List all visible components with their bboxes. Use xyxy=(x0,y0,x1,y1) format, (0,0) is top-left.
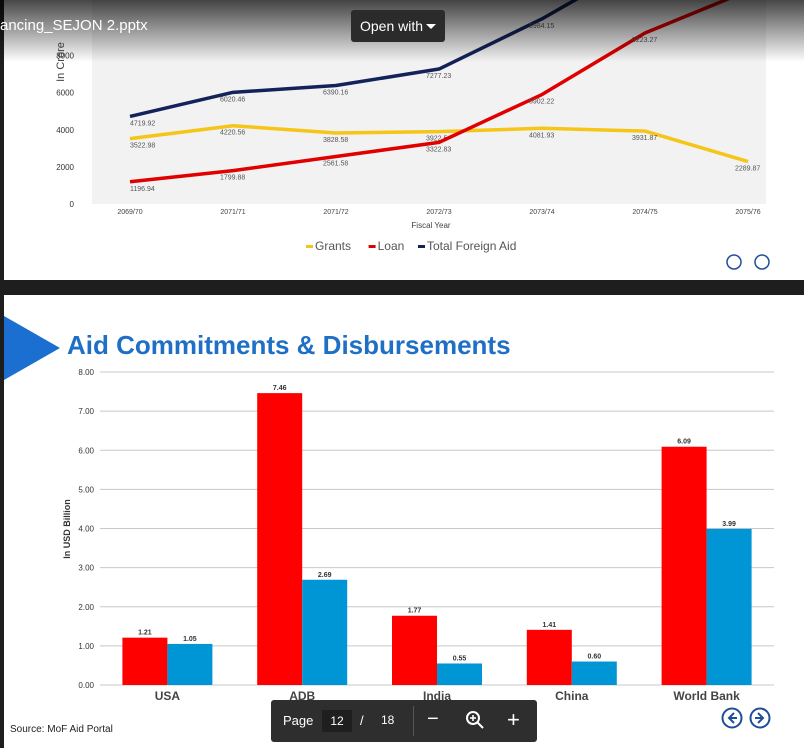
data-label: 1.77 xyxy=(408,608,422,615)
legend-swatch xyxy=(306,245,313,248)
slide-title: Aid Commitments & Disbursements xyxy=(67,330,511,360)
legend-swatch xyxy=(368,245,376,248)
y-tick-label: 6000 xyxy=(56,89,74,98)
series-line xyxy=(129,0,579,119)
x-tick-label: USA xyxy=(155,689,181,703)
x-tick-label: 2071/72 xyxy=(323,209,348,216)
slide-gap xyxy=(0,280,804,295)
y-tick-label: 0 xyxy=(70,200,75,209)
data-label: 2561.58 xyxy=(323,160,348,167)
data-label: 4220.56 xyxy=(220,130,245,137)
data-label: 0.55 xyxy=(453,655,467,662)
data-label: 2289.87 xyxy=(735,166,760,173)
data-label: 6.09 xyxy=(677,439,691,446)
open-with-label: Open with xyxy=(360,18,424,34)
x-tick-label: 2075/76 xyxy=(735,209,760,216)
y-tick-label: 7.00 xyxy=(78,407,94,416)
data-label: 3522.98 xyxy=(130,143,155,150)
bar xyxy=(392,615,437,685)
file-name: ancing_SEJON 2.pptx xyxy=(0,17,148,34)
data-label: 5902.22 xyxy=(529,99,554,106)
pager-divider xyxy=(413,706,414,736)
caret-down-icon xyxy=(426,24,436,29)
prev-slide-icon[interactable] xyxy=(721,707,743,729)
partial-nav-icon xyxy=(754,254,770,270)
x-tick-label: China xyxy=(555,689,589,703)
bar xyxy=(122,637,168,685)
slide-bottom: 0.00 1.00 2.00 3.00 4.00 5.00 6.00 7.00 8.00 In U… xyxy=(4,295,804,748)
data-label: 1.41 xyxy=(542,622,556,629)
y-tick-label: 6.00 xyxy=(78,446,94,455)
x-tick-label: World Bank xyxy=(673,689,740,703)
legend-label: Grants xyxy=(315,239,351,253)
y-tick-label: 2.00 xyxy=(78,603,94,612)
bar xyxy=(661,446,707,685)
zoom-in-button[interactable]: + xyxy=(507,707,520,732)
legend-label: Loan xyxy=(378,239,405,253)
bar xyxy=(571,661,617,685)
data-label: 6390.16 xyxy=(323,89,348,96)
data-label: 3931.87 xyxy=(632,135,657,142)
bar xyxy=(167,643,213,685)
y-tick-label: 0.00 xyxy=(78,681,94,690)
bar xyxy=(526,629,572,685)
page-controls: Page 12 / 18 − + xyxy=(271,700,537,742)
data-label: 3922.5 xyxy=(426,136,448,143)
zoom-out-button[interactable]: − xyxy=(427,708,439,730)
y-tick-label: 3.00 xyxy=(78,564,94,573)
data-label: 3322.83 xyxy=(426,146,451,153)
partial-nav-icon xyxy=(726,254,742,270)
x-tick-label: 2072/73 xyxy=(426,209,451,216)
bar xyxy=(706,528,752,685)
x-tick-label: India xyxy=(423,689,451,703)
data-label: 7277.23 xyxy=(426,73,451,80)
y-tick-label: 5.00 xyxy=(78,485,94,494)
bar xyxy=(302,579,348,685)
data-label: 1196.94 xyxy=(130,186,155,193)
viewer-top-bar: ancing_SEJON 2.pptx Open with xyxy=(0,0,804,62)
slide-accent-triangle xyxy=(4,316,60,380)
y-axis-label: In USD Billion xyxy=(62,499,72,559)
data-label: 3.99 xyxy=(722,521,736,528)
open-with-button[interactable]: Open with xyxy=(351,10,445,42)
bar xyxy=(437,663,482,685)
data-label: 7.46 xyxy=(273,385,287,392)
page-label: Page xyxy=(283,713,314,728)
x-tick-label: 2069/70 xyxy=(117,209,142,216)
bar xyxy=(257,393,303,685)
data-label: 4081.93 xyxy=(529,132,554,139)
source-note: Source: MoF Aid Portal xyxy=(10,724,113,735)
page-number-input[interactable]: 12 xyxy=(322,710,352,732)
data-label: 1.21 xyxy=(138,630,152,637)
next-slide-icon[interactable] xyxy=(749,707,771,729)
y-tick-label: 8.00 xyxy=(78,368,94,377)
data-label: 0.60 xyxy=(587,654,601,661)
data-label: 3828.58 xyxy=(323,137,348,144)
data-label: 1.05 xyxy=(183,636,197,643)
x-tick-label: 2071/71 xyxy=(220,209,245,216)
data-label: 4719.92 xyxy=(130,120,155,127)
legend-label: Total Foreign Aid xyxy=(427,239,516,253)
x-axis-label: Fiscal Year xyxy=(411,221,450,230)
series-line xyxy=(129,123,749,164)
x-tick-label: 2074/75 xyxy=(632,209,657,216)
zoom-icon[interactable] xyxy=(464,709,486,731)
data-label: 1799.88 xyxy=(220,175,245,182)
legend-swatch xyxy=(418,245,425,248)
x-tick-label: ADB xyxy=(289,689,315,703)
y-tick-label: 4.00 xyxy=(78,525,94,534)
data-label: 6020.46 xyxy=(220,96,245,103)
y-tick-label: 4000 xyxy=(56,126,74,135)
page-separator: / xyxy=(360,713,364,728)
x-tick-label: 2073/74 xyxy=(529,209,554,216)
data-label: 2.69 xyxy=(318,572,332,579)
y-tick-label: 2000 xyxy=(56,163,74,172)
y-tick-label: 1.00 xyxy=(78,642,94,651)
bar-chart: 0.00 1.00 2.00 3.00 4.00 5.00 6.00 7.00 8.00 In U… xyxy=(62,368,774,725)
page-total: 18 xyxy=(381,713,395,727)
